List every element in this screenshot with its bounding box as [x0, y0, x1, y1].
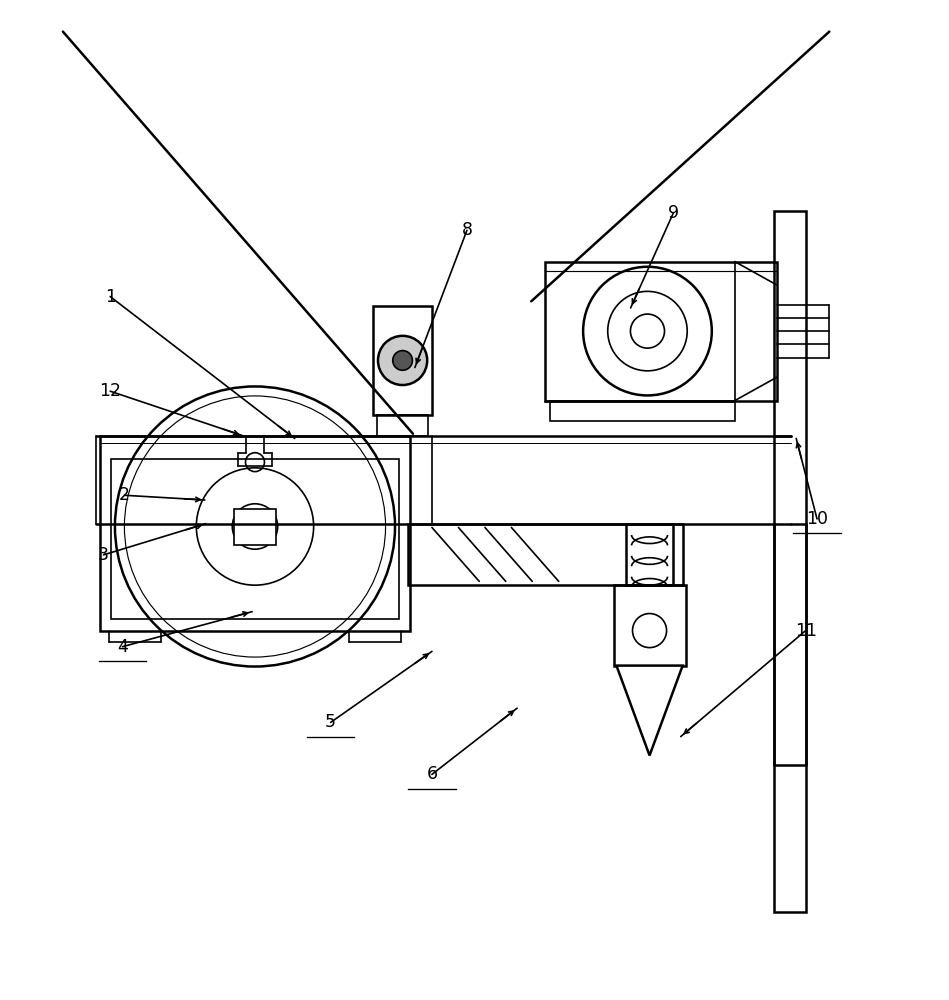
Text: 4: 4 — [117, 638, 128, 656]
Text: 10: 10 — [806, 510, 828, 528]
Text: 9: 9 — [668, 204, 679, 222]
Circle shape — [393, 351, 413, 370]
Bar — [373, 306, 432, 415]
Text: 2: 2 — [119, 486, 130, 504]
Bar — [774, 211, 806, 912]
Bar — [111, 459, 399, 619]
Text: 5: 5 — [326, 713, 336, 731]
Text: 3: 3 — [98, 546, 109, 564]
Text: 11: 11 — [794, 622, 817, 640]
Bar — [550, 401, 735, 421]
Polygon shape — [617, 666, 682, 755]
Bar — [100, 436, 410, 631]
Circle shape — [378, 336, 427, 385]
Text: 8: 8 — [461, 221, 473, 239]
Bar — [546, 262, 777, 401]
Bar — [614, 585, 685, 666]
Text: 1: 1 — [104, 288, 116, 306]
Text: 12: 12 — [100, 382, 121, 400]
Bar — [234, 509, 276, 545]
Text: 6: 6 — [426, 765, 437, 783]
Bar — [408, 524, 682, 585]
Bar — [626, 524, 673, 585]
Bar — [377, 415, 428, 436]
